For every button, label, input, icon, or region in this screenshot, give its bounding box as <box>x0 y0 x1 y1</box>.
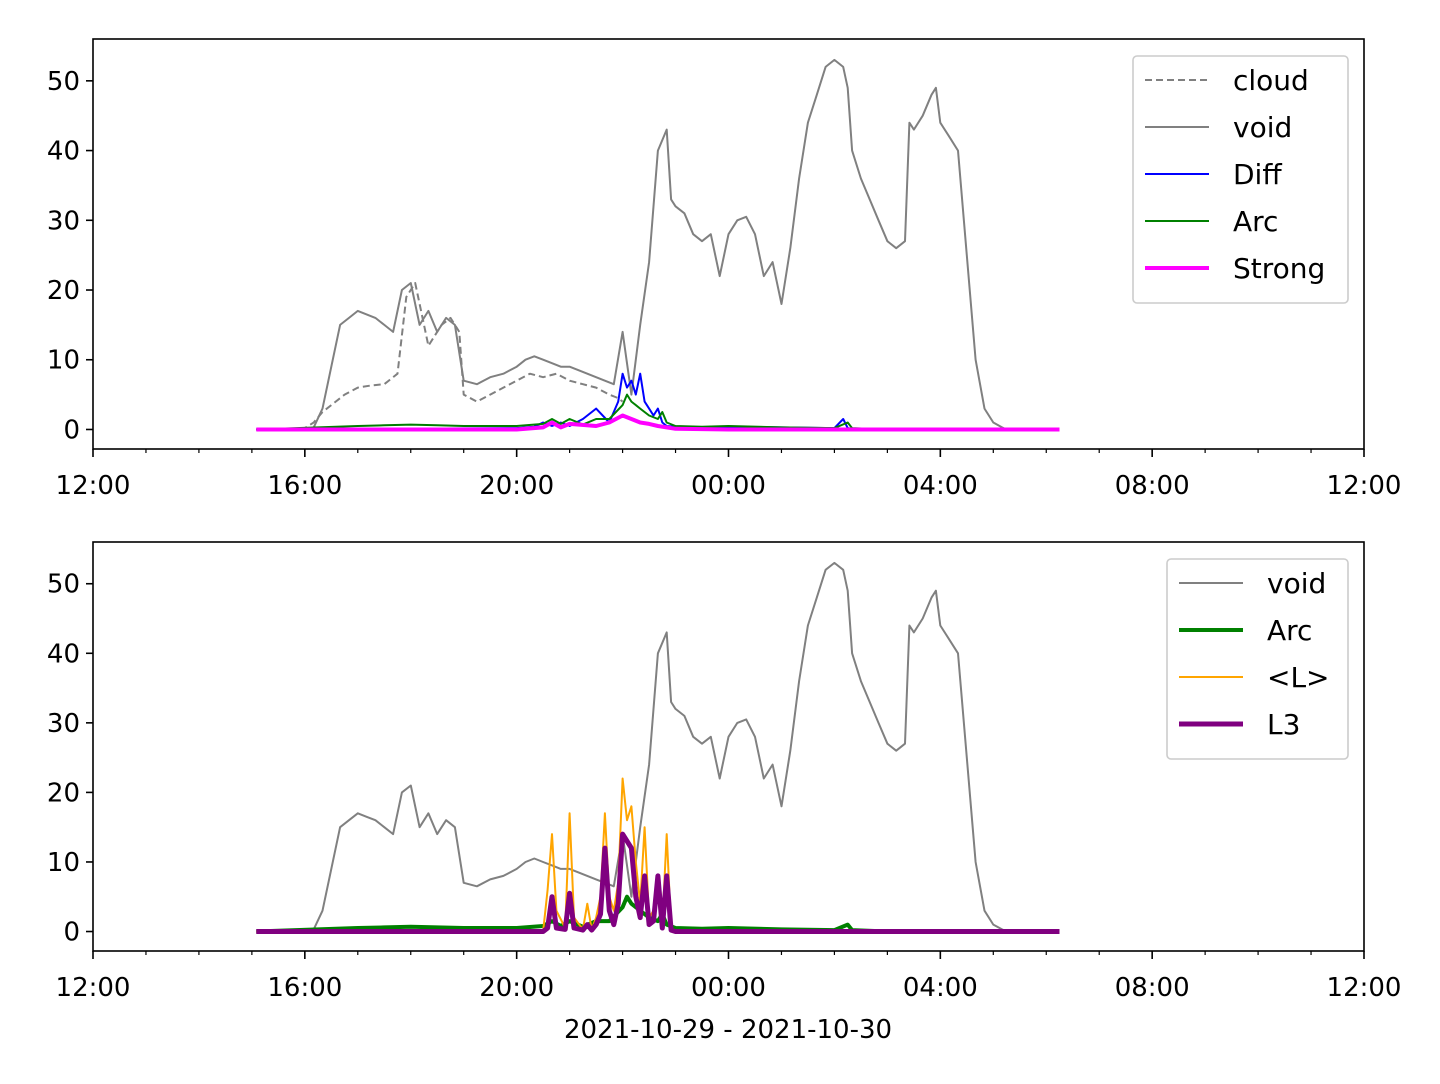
legend-entry-cloud: cloud <box>1145 64 1309 97</box>
legend-label: <L> <box>1267 661 1330 694</box>
y-tick-label: 50 <box>47 67 80 97</box>
legend-entry-l: <L> <box>1179 661 1330 694</box>
top-plot-panel: 0 10 20 30 40 50 12:00 16:00 20:00 00:00 04:00 08:0… <box>47 38 1402 501</box>
series-line-cloud <box>256 282 624 431</box>
legend-label: void <box>1233 111 1292 144</box>
legend-label: Arc <box>1233 205 1278 238</box>
legend-label: Strong <box>1233 252 1325 285</box>
legend-entry-strong: Strong <box>1145 252 1325 285</box>
legend-entry-arc: Arc <box>1179 614 1312 647</box>
series-line-l3 <box>256 831 1060 934</box>
x-tick-label: 04:00 <box>903 471 978 501</box>
x-tick-label: 04:00 <box>903 973 978 1003</box>
y-tick-label: 20 <box>47 778 80 808</box>
legend-label: Arc <box>1267 614 1312 647</box>
legend-entry-l3: L3 <box>1179 708 1300 741</box>
x-tick-label: 12:00 <box>56 973 131 1003</box>
legend-label: Diff <box>1233 158 1282 191</box>
x-tick-label: 16:00 <box>267 973 342 1003</box>
x-tick-label: 08:00 <box>1115 973 1190 1003</box>
series-line-void <box>256 58 1060 431</box>
series-line-void <box>256 561 1060 933</box>
y-tick-label: 10 <box>47 848 80 878</box>
legend: cloud void Diff Arc Strong <box>1132 55 1349 304</box>
x-tick-label: 00:00 <box>691 471 766 501</box>
x-tick-label: 16:00 <box>267 471 342 501</box>
y-tick-label: 40 <box>47 639 80 669</box>
legend-frame <box>1132 55 1349 304</box>
series-line-strong <box>256 413 1060 432</box>
y-tick-label: 10 <box>47 346 80 376</box>
x-tick-label: 12:00 <box>56 471 131 501</box>
legend-entry-arc: Arc <box>1145 205 1278 238</box>
y-tick-label: 0 <box>63 415 80 445</box>
y-tick-label: 30 <box>47 709 80 739</box>
legend-frame <box>1166 558 1349 760</box>
series-line-arc <box>256 393 1060 431</box>
series-lines <box>256 58 1060 432</box>
legend: void Arc <L> L3 <box>1166 558 1349 760</box>
legend-entry-void: void <box>1145 111 1292 144</box>
y-tick-label: 30 <box>47 206 80 236</box>
legend-label: void <box>1267 567 1326 600</box>
legend-entry-diff: Diff <box>1145 158 1282 191</box>
x-tick-label: 08:00 <box>1115 471 1190 501</box>
y-tick-label: 50 <box>47 570 80 600</box>
x-tick-label: 12:00 <box>1327 973 1402 1003</box>
legend-label: cloud <box>1233 64 1309 97</box>
legend-label: L3 <box>1267 708 1300 741</box>
x-tick-label: 20:00 <box>479 973 554 1003</box>
x-tick-label: 20:00 <box>479 471 554 501</box>
series-lines <box>256 561 1060 934</box>
x-tick-label: 00:00 <box>691 973 766 1003</box>
y-tick-label: 20 <box>47 276 80 306</box>
bottom-plot-panel: 0 10 20 30 40 50 12:00 16:00 20:00 00:00 04:00 08:0… <box>47 541 1402 1003</box>
x-axis-label: 2021-10-29 - 2021-10-30 <box>564 1015 892 1045</box>
legend-entry-void: void <box>1179 567 1326 600</box>
x-tick-label: 12:00 <box>1327 471 1402 501</box>
y-tick-label: 0 <box>63 918 80 948</box>
y-tick-label: 40 <box>47 137 80 167</box>
